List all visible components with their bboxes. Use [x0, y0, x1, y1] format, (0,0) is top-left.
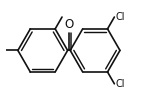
Text: Cl: Cl [115, 12, 125, 22]
Text: O: O [64, 18, 74, 31]
Text: Cl: Cl [115, 79, 125, 89]
